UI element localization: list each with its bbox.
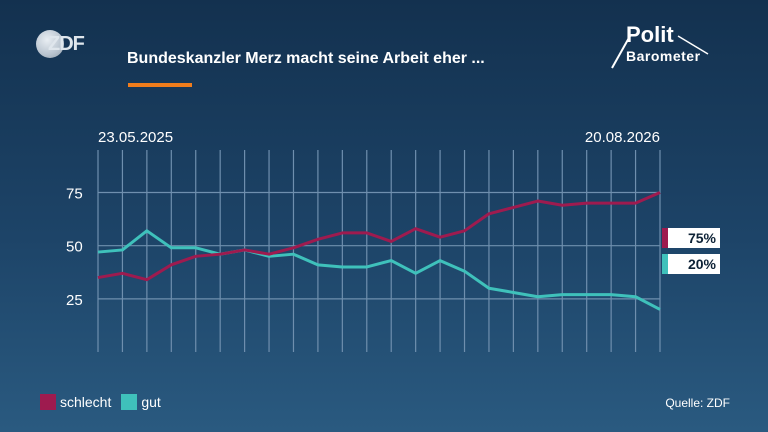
series-line-gut [97,229,661,311]
series-line-schlecht [97,191,661,282]
zdf-logo: ZDF [36,30,96,58]
legend-swatch-schlecht [40,394,56,410]
end-label-schlecht-marker [662,228,668,248]
end-label-gut-marker [662,254,668,274]
brand-line2: Barometer [626,48,701,64]
chart-grid [97,150,661,352]
legend-swatch-gut [121,394,138,410]
x-start-label: 23.05.2025 [98,129,173,146]
source-label: Quelle: ZDF [665,396,730,410]
title-underline [128,83,192,87]
end-label-gut-value: 20% [687,256,716,272]
politbarometer-logo: Polit Barometer [608,22,718,72]
zdf-logo-text: ZDF [48,33,85,55]
politbarometer-slash-icon [611,35,709,69]
chart-legend: schlecht gut [40,394,171,410]
zdf-logo-circle [36,30,64,58]
y-tick-labels: 25 50 75 [66,186,83,309]
legend-label-gut: gut [141,394,161,410]
brand-line1: Polit [626,22,674,47]
chart-title: Bundeskanzler Merz macht seine Arbeit eh… [127,50,485,67]
end-label-gut: 20% [662,254,720,274]
y-tick-label: 75 [66,186,83,203]
end-label-schlecht-value: 75% [687,230,716,246]
y-tick-label: 25 [66,292,83,309]
x-end-label: 20.08.2026 [585,129,660,146]
y-tick-label: 50 [66,239,83,256]
legend-label-schlecht: schlecht [60,394,112,410]
end-label-schlecht: 75% [662,228,720,248]
x-labels: 23.05.2025 20.08.2026 [98,129,660,146]
chart-series [97,191,661,311]
